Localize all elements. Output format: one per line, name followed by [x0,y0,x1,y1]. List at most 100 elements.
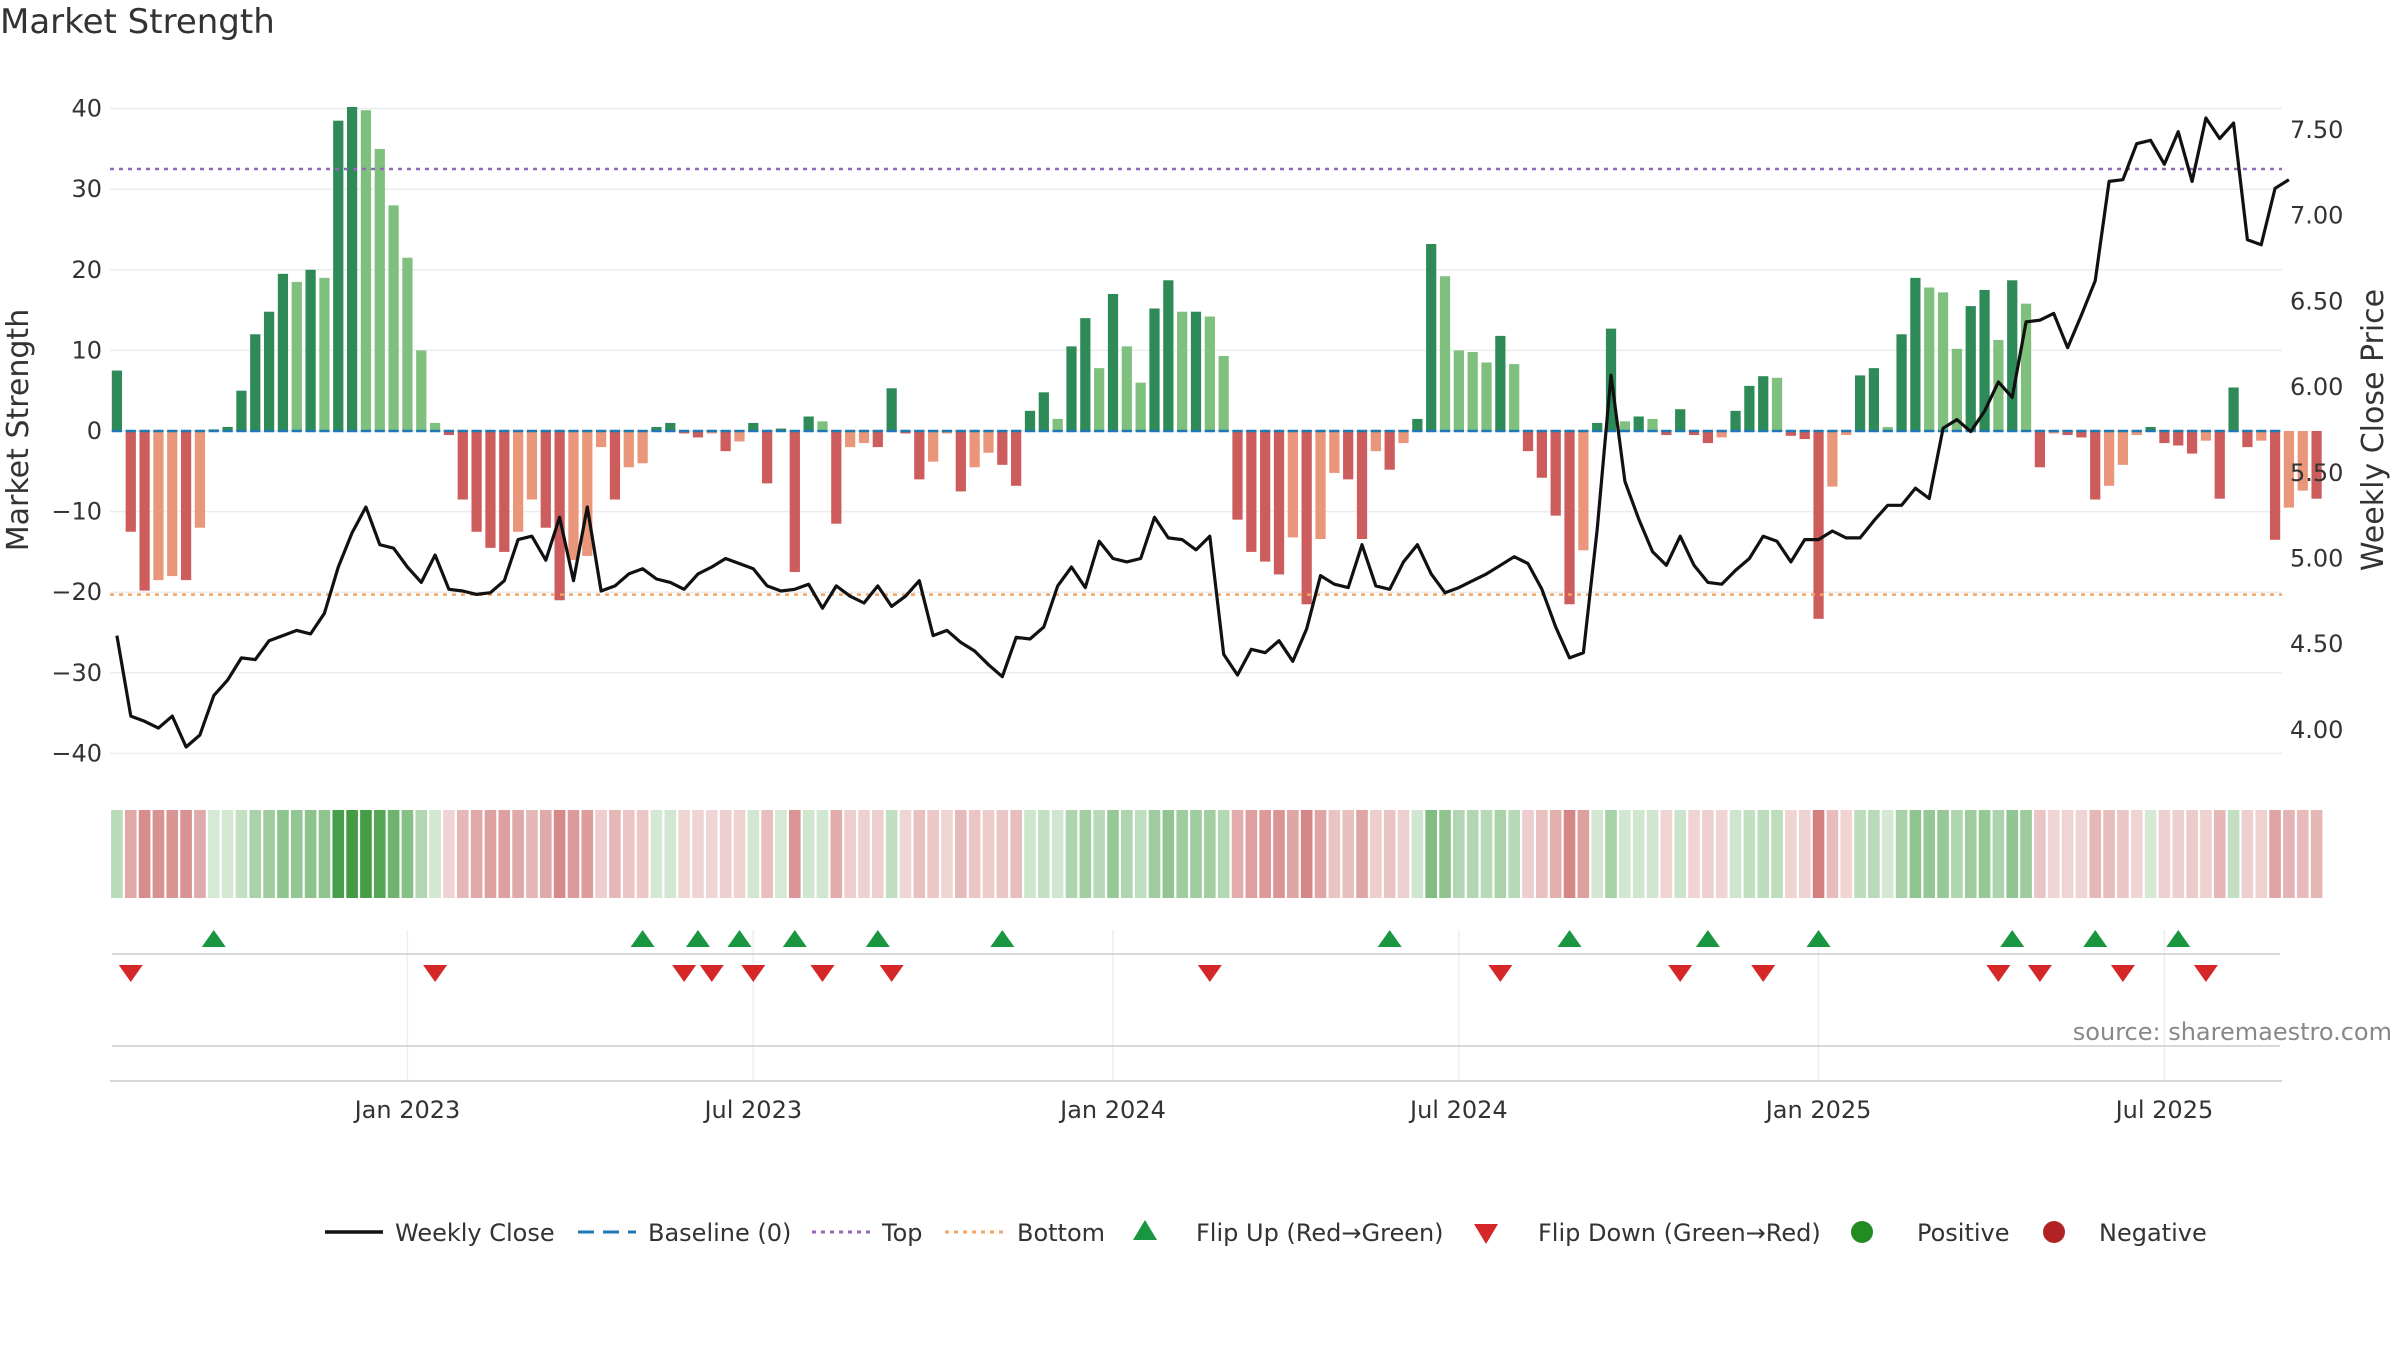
strength-bar [333,120,344,431]
heat-cell [498,810,511,898]
strength-bar [1799,431,1810,440]
heat-cell [955,810,967,898]
heat-cell [1121,810,1133,898]
strength-bar [1924,287,1935,431]
heat-cell [2158,810,2171,898]
strength-bar [2076,431,2087,438]
heat-cell [871,810,884,898]
heat-cell [2200,810,2212,898]
heat-cell [747,810,760,898]
strength-bar [1301,431,1312,605]
strength-bar [1619,421,1630,431]
flip-up-marker [727,930,752,947]
heat-cell [2227,810,2240,898]
flip-up-marker [865,930,890,947]
heat-cell [1771,810,1783,898]
heat-cell [1646,810,1659,898]
heat-cell [1287,810,1299,898]
strength-bar [1190,311,1202,431]
strength-bar [250,334,261,431]
heat-cell [1674,810,1687,898]
strength-bar [1522,431,1534,452]
heat-cell [927,810,939,898]
heat-cell [1895,810,1908,898]
heat-cell [429,810,441,898]
heat-cell [1079,810,1092,898]
strength-bar [1135,382,1146,431]
flip-down-marker [741,965,766,982]
strength-bar [2269,431,2281,540]
strength-bar [2117,431,2129,465]
heat-cell [318,810,331,898]
heat-cell [1425,810,1437,898]
heat-cell [1314,810,1327,898]
legend-label: Baseline (0) [648,1219,791,1247]
heat-cell [1190,810,1202,898]
strength-bar [1536,431,1547,478]
legend-label: Negative [2099,1219,2207,1247]
right-tick-label: 6.00 [2290,373,2343,401]
strength-bar [499,431,510,552]
heat-cell [733,810,746,898]
strength-bar [1121,346,1132,431]
heat-cell [1107,810,1119,898]
strength-bar [928,431,939,462]
right-tick-label: 5.50 [2290,459,2343,487]
strength-bar [319,277,330,431]
strength-bar [1937,292,1949,431]
strength-bar [748,422,759,431]
heat-cell [609,810,621,898]
heat-cell [1909,810,1922,898]
strength-bar [637,431,648,464]
heat-cell [1453,810,1465,898]
heat-cell [111,810,123,898]
strength-bar [983,431,994,453]
heat-cell [2144,810,2157,898]
heat-cell [373,810,386,898]
x-tick-label: Jan 2023 [353,1096,461,1124]
strength-bar [180,431,192,581]
heat-cell [1024,810,1036,898]
strength-bar [1439,276,1451,431]
strength-bar [1149,308,1160,431]
heat-cell [1660,810,1673,898]
right-tick-label: 7.00 [2290,202,2343,230]
strength-bar [1647,418,1658,431]
strength-bar [139,431,150,591]
heat-cell [1508,810,1521,898]
heat-cell [1370,810,1382,898]
strength-bar [471,431,482,532]
strength-bar [1426,244,1437,431]
strength-bar [651,426,662,431]
heat-cell [2103,810,2115,898]
heat-cell [1245,810,1258,898]
strength-bar [803,416,814,431]
strength-bar [388,205,399,431]
heat-cell [1383,810,1396,898]
strength-bar [2103,431,2115,486]
heat-cell [263,810,275,898]
strength-bar [554,431,565,601]
x-axis-labels: Jan 2023 Jul 2023 Jan 2024 Jul 2024 Jan 2025… [353,1096,2214,1124]
strength-bar [402,257,413,431]
strength-bar [1011,431,1022,486]
strength-bar [1287,431,1298,538]
heat-cell [2130,810,2143,898]
heat-cell [2269,810,2281,898]
heat-cell [1881,810,1894,898]
strength-bar [789,431,800,573]
strength-bar [1702,431,1713,444]
legend: Weekly Close Baseline (0) Top Bottom Flip Up… [325,1219,2207,1247]
heat-cell [1688,810,1700,898]
heat-cell [415,810,428,898]
heat-cell [595,810,607,898]
flip-up-marker [782,930,807,947]
strength-bar [1370,431,1381,452]
heat-cell [1729,810,1742,898]
heat-cell [1010,810,1022,898]
strength-bars [111,106,2322,619]
heat-cell [2241,810,2254,898]
strength-bar [582,431,593,556]
heat-cell [885,810,898,898]
heat-cell [2186,810,2198,898]
